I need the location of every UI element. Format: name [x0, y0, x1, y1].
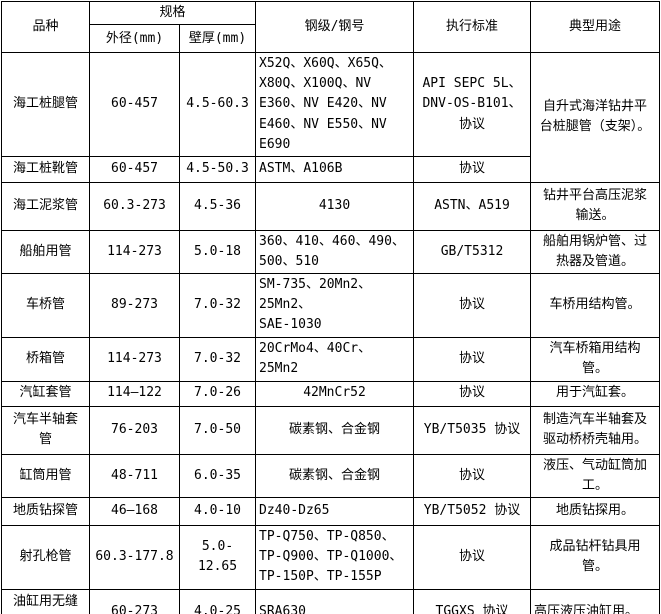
cell-product: 地质钻探管 — [1, 496, 90, 526]
cell-grade: 碳素钢、合金钢 — [255, 405, 415, 455]
cell-use: 车桥用结构管。 — [530, 273, 661, 338]
cell-standard: YB/T5052 协议 — [413, 496, 532, 526]
col-header-standard: 执行标准 — [413, 0, 532, 54]
cell-od: 76-203 — [89, 405, 180, 455]
table-row: 地质钻探管 46—168 4.0-10 Dz40-Dz65 YB/T5052 协… — [1, 496, 661, 526]
cell-grade: X52Q、X60Q、X65Q、 X80Q、X100Q、NV E360、NV E4… — [255, 52, 415, 157]
cell-standard: API SEPC 5L、 DNV-OS-B101、 协议 — [413, 52, 532, 157]
cell-product: 海工泥浆管 — [1, 181, 90, 231]
cell-od: 114—122 — [89, 380, 180, 407]
cell-wt: 4.5-60.3 — [178, 52, 257, 157]
cell-od: 46—168 — [89, 496, 180, 526]
table-row: 汽缸套管 114—122 7.0-26 42MnCr52 协议 用于汽缸套。 — [1, 380, 661, 407]
cell-standard: 协议 — [413, 453, 532, 498]
cell-wt: 5.0-12.65 — [178, 524, 257, 590]
cell-od: 60-457 — [89, 52, 180, 157]
header-row-sub: 外径(mm) 壁厚(mm) — [2, 24, 660, 54]
cell-wt: 4.5-36 — [178, 181, 257, 231]
cell-od: 48-711 — [89, 453, 180, 498]
cell-use: 船舶用锅炉管、过 热器及管道。 — [530, 229, 661, 275]
table-row: 汽车半轴套 管 76-203 7.0-50 碳素钢、合金钢 YB/T5035 协… — [1, 405, 661, 455]
cell-use: 汽车桥箱用结构 管。 — [530, 336, 661, 382]
cell-use: 用于汽缸套。 — [530, 380, 661, 407]
cell-standard: TGGXS 协议 — [413, 588, 532, 614]
cell-grade: 42MnCr52 — [255, 380, 415, 407]
cell-grade: Dz40-Dz65 — [255, 496, 415, 526]
cell-wt: 4.5-50.3 — [178, 155, 257, 183]
table-row: 海工桩腿管 60-457 4.5-60.3 X52Q、X60Q、X65Q、 X8… — [1, 52, 661, 183]
cell-standard: 协议 — [413, 155, 532, 183]
cell-grade: SRA630 — [255, 588, 415, 614]
cell-standard: ASTN、A519 — [413, 181, 532, 231]
table-row: 海工泥浆管 60.3-273 4.5-36 4130 ASTN、A519 钻井平… — [1, 181, 661, 231]
cell-od: 60-457 — [89, 155, 180, 183]
table-row: 海工桩靴管 60-457 4.5-50.3 ASTM、A106B 协议 — [1, 155, 660, 183]
cell-product: 车桥管 — [1, 273, 90, 338]
cell-product: 射孔枪管 — [1, 524, 90, 590]
cell-od: 89-273 — [89, 273, 180, 338]
cell-wt: 4.0-25 — [178, 588, 257, 614]
table-row: 桥箱管 114-273 7.0-32 20CrMo4、40Cr、25Mn2 协议… — [1, 336, 661, 382]
cell-standard: 协议 — [413, 273, 532, 338]
col-header-product: 品种 — [1, 0, 90, 54]
cell-wt: 5.0-18 — [178, 229, 257, 275]
cell-od: 114-273 — [89, 229, 180, 275]
cell-use: 高压液压油缸用。 — [530, 588, 661, 614]
cell-product: 油缸用无缝 钢管 — [1, 588, 90, 614]
col-header-use: 典型用途 — [530, 0, 661, 54]
col-header-grade: 钢级/钢号 — [255, 0, 415, 54]
cell-grade: SM-735、20Mn2、25Mn2、 SAE-1030 — [255, 273, 415, 338]
cell-product: 船舶用管 — [1, 229, 90, 275]
cell-use: 制造汽车半轴套及 驱动桥桥壳轴用。 — [530, 405, 661, 455]
cell-grade: 20CrMo4、40Cr、25Mn2 — [255, 336, 415, 382]
table-row: 油缸用无缝 钢管 60-273 4.0-25 SRA630 TGGXS 协议 高… — [1, 588, 661, 614]
cell-use: 地质钻探用。 — [530, 496, 661, 526]
col-header-spec: 规格 — [88, 0, 257, 26]
cell-use-merged: 自升式海洋钻井平 台桩腿管（支架）。 — [530, 52, 661, 183]
cell-wt: 7.0-50 — [178, 405, 257, 455]
col-header-od: 外径(mm) — [89, 24, 180, 54]
table-row: 缸筒用管 48-711 6.0-35 碳素钢、合金钢 协议 液压、气动缸筒加 工… — [1, 453, 661, 498]
cell-product: 桥箱管 — [1, 336, 90, 382]
cell-grade: 360、410、460、490、 500、510 — [255, 229, 415, 275]
cell-wt: 6.0-35 — [178, 453, 257, 498]
table-row: 车桥管 89-273 7.0-32 SM-735、20Mn2、25Mn2、 SA… — [1, 273, 661, 338]
cell-wt: 7.0-26 — [178, 380, 257, 407]
cell-product: 海工桩靴管 — [1, 155, 90, 183]
cell-grade: 碳素钢、合金钢 — [255, 453, 415, 498]
cell-od: 60.3-273 — [89, 181, 180, 231]
table-row: 船舶用管 114-273 5.0-18 360、410、460、490、 500… — [1, 229, 661, 275]
cell-use: 液压、气动缸筒加 工。 — [530, 453, 661, 498]
cell-od: 114-273 — [89, 336, 180, 382]
cell-standard: YB/T5035 协议 — [413, 405, 532, 455]
table-row: 射孔枪管 60.3-177.8 5.0-12.65 TP-Q750、TP-Q85… — [1, 524, 661, 590]
cell-use: 成品钻杆钻具用 管。 — [530, 524, 661, 590]
cell-product: 汽车半轴套 管 — [1, 405, 90, 455]
cell-standard: GB/T5312 — [413, 229, 532, 275]
cell-standard: 协议 — [413, 380, 532, 407]
cell-wt: 7.0-32 — [178, 336, 257, 382]
cell-grade: TP-Q750、TP-Q850、 TP-Q900、TP-Q1000、 TP-15… — [255, 524, 415, 590]
cell-standard: 协议 — [413, 336, 532, 382]
cell-use: 钻井平台高压泥浆 输送。 — [530, 181, 661, 231]
cell-product: 汽缸套管 — [1, 380, 90, 407]
cell-wt: 4.0-10 — [178, 496, 257, 526]
col-header-wt: 壁厚(mm) — [178, 24, 257, 54]
cell-standard: 协议 — [413, 524, 532, 590]
cell-grade: 4130 — [255, 181, 415, 231]
cell-product: 缸筒用管 — [1, 453, 90, 498]
cell-od: 60.3-177.8 — [89, 524, 180, 590]
cell-wt: 7.0-32 — [178, 273, 257, 338]
header-row-top: 品种 规格 钢级/钢号 执行标准 典型用途 — [1, 0, 661, 54]
cell-product: 海工桩腿管 — [1, 52, 90, 157]
cell-grade: ASTM、A106B — [255, 155, 415, 183]
cell-od: 60-273 — [89, 588, 180, 614]
